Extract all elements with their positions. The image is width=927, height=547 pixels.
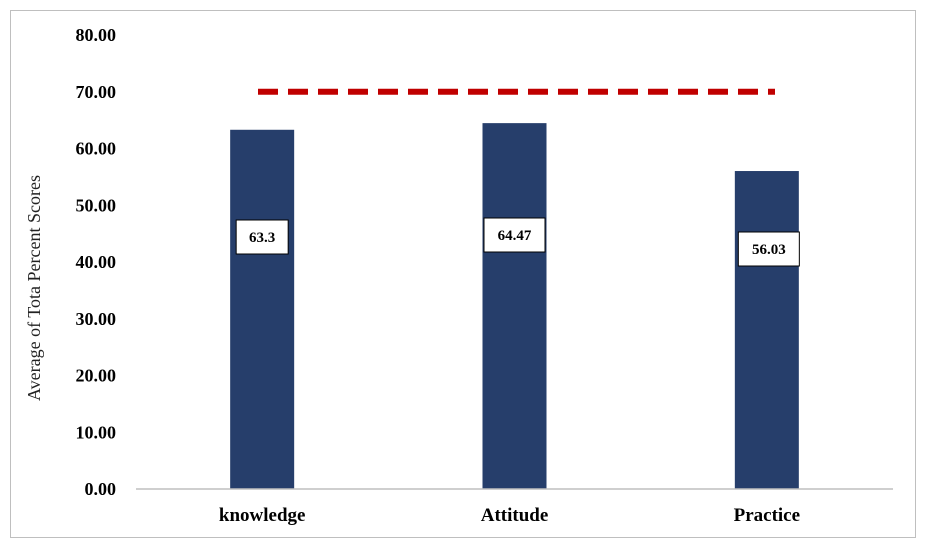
y-tick-label: 10.00: [76, 422, 117, 442]
y-tick-label: 30.00: [76, 309, 117, 329]
data-label-text: 63.3: [249, 230, 275, 246]
bars: [230, 123, 799, 489]
data-label: 64.47: [483, 217, 546, 253]
data-label: 56.03: [737, 231, 800, 267]
data-label-box: [737, 231, 800, 267]
data-label-text: 64.47: [498, 228, 532, 244]
data-label-box: [483, 217, 546, 253]
data-label: 63.3: [235, 219, 289, 255]
x-category-label: Practice: [734, 505, 800, 526]
x-category-label: knowledge: [219, 505, 306, 526]
bar-attitude: [482, 123, 547, 489]
bar-practice: [734, 171, 799, 489]
y-tick-label: 80.00: [76, 25, 117, 45]
bar-knowledge: [230, 129, 295, 489]
y-tick-label: 20.00: [76, 366, 117, 386]
y-tick-label: 70.00: [76, 82, 117, 102]
x-category-label: Attitude: [481, 505, 549, 526]
y-tick-label: 0.00: [85, 479, 117, 499]
data-label-text: 56.03: [752, 242, 786, 258]
y-tick-label: 50.00: [76, 195, 117, 215]
x-axis-categories: knowledge Attitude Practice: [219, 505, 800, 526]
data-labels: 63.3 64.47 56.03: [235, 217, 800, 267]
y-tick-label: 60.00: [76, 139, 117, 159]
y-axis-ticks: 0.00 10.00 20.00 30.00 40.00 50.00 60.00 70.00 8…: [76, 25, 117, 499]
y-tick-label: 40.00: [76, 252, 117, 272]
data-label-box: [235, 219, 289, 255]
y-axis-title: Average of Tota Percent Scores: [24, 175, 44, 401]
